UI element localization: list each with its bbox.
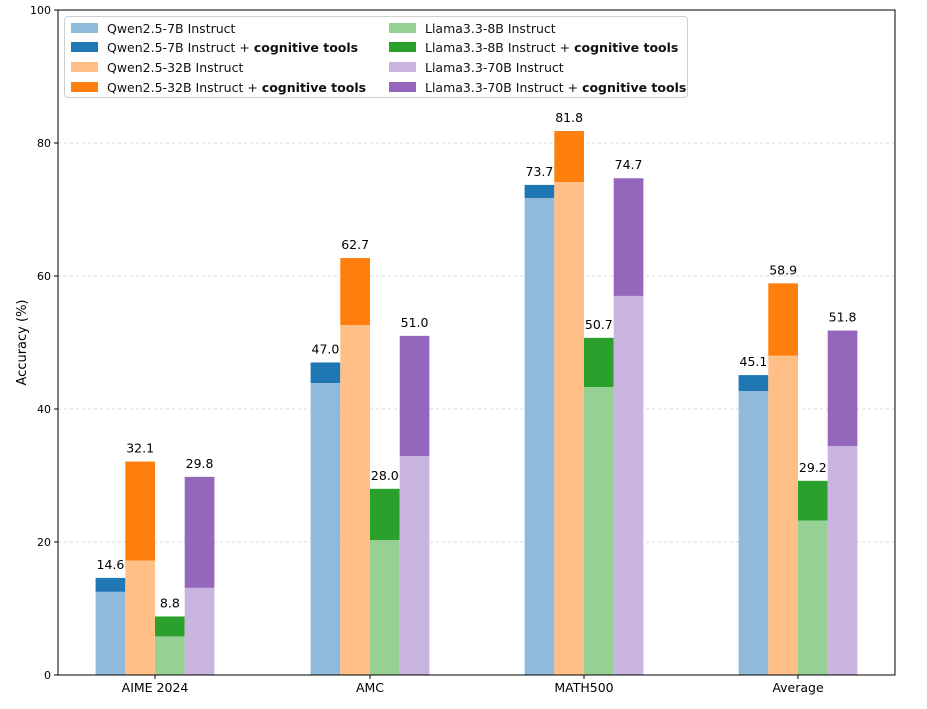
legend-label-bold: cognitive tools [261,79,367,95]
data-label: 58.9 [769,262,797,277]
legend-entry-qwen32b-base: Qwen2.5-32B Instruct [71,58,243,76]
data-label: 14.6 [97,557,125,572]
bar-base [95,591,126,675]
bar-base [340,325,370,675]
data-label: 8.8 [160,595,180,610]
legend-swatch [71,62,98,72]
bar-tools [798,480,828,521]
data-label: 62.7 [341,237,369,252]
bar-tools [184,476,215,588]
legend-label: Qwen2.5-32B Instruct [107,59,244,75]
legend-swatch [71,42,98,52]
data-label: 28.0 [371,468,399,483]
legend-label-bold: cognitive tools [253,39,359,55]
bar-base [125,560,155,675]
data-label: 51.8 [829,310,857,325]
y-tick-label: 80 [37,137,51,150]
x-tick-label: AMC [356,680,384,695]
bar-tools [125,461,155,561]
x-tick-label: MATH500 [554,680,613,695]
y-tick-label: 100 [30,4,51,17]
x-tick-label: Average [772,680,824,695]
bar-base [524,198,555,675]
data-label: 50.7 [585,317,613,332]
bar-base [155,636,185,675]
bar-tools [340,258,370,326]
y-axis-label: Accuracy (%) [15,300,30,386]
legend-label-bold: cognitive tools [582,79,687,95]
legend-entry-qwen7b-tools: Qwen2.5-7B Instruct + cognitive tools [71,38,358,56]
data-label: 74.7 [615,157,643,172]
data-label: 51.0 [401,315,429,330]
legend-entry-llama70b-tools: Llama3.3-70B Instruct + cognitive tools [389,78,686,96]
bar-base [738,391,769,675]
legend-entry-llama70b-base: Llama3.3-70B Instruct [389,58,564,76]
bar-base [554,182,584,676]
plot-frame [57,9,896,676]
legend-entry-qwen7b-base: Qwen2.5-7B Instruct [71,19,235,37]
legend-label: Llama3.3-8B Instruct [425,20,556,36]
bar-base [768,355,798,675]
bar-tools [155,616,185,637]
legend-label: Llama3.3-70B Instruct [425,59,564,75]
legend-label: Qwen2.5-32B Instruct + [107,79,262,95]
x-tick-label: AIME 2024 [122,680,189,695]
bar-base [399,456,430,675]
bar-base [613,295,644,675]
data-label: 73.7 [526,164,554,179]
bar-base [370,540,400,675]
legend-label: Qwen2.5-7B Instruct + [107,39,254,55]
y-tick-label: 40 [37,403,51,416]
data-label: 81.8 [555,110,583,125]
bar-tools [95,577,126,592]
bar-base [310,383,341,675]
bar-tools [554,131,584,183]
bar-base [584,387,614,675]
legend-swatch [71,82,98,92]
legend-swatch [389,42,416,52]
legend-swatch [71,23,98,33]
bar-tools [613,178,644,296]
data-label: 29.8 [186,456,214,471]
legend-entry-qwen32b-tools: Qwen2.5-32B Instruct + cognitive tools [71,78,366,96]
data-label: 29.2 [799,460,827,475]
legend-label-bold: cognitive tools [574,39,679,55]
bar-base [798,520,828,675]
bar-tools [399,335,430,457]
legend-swatch [389,62,416,72]
legend-entry-llama8b-tools: Llama3.3-8B Instruct + cognitive tools [389,38,678,56]
data-label: 45.1 [740,354,768,369]
bar-tools [827,330,858,447]
bar-tools [370,488,400,541]
bar-tools [738,375,769,392]
legend-swatch [389,23,416,33]
legend: Qwen2.5-7B Instruct Qwen2.5-7B Instruct … [64,16,688,98]
bar-base [827,446,858,675]
legend-label: Llama3.3-8B Instruct + [425,39,575,55]
y-tick-label: 60 [37,270,51,283]
data-label: 47.0 [312,341,340,356]
y-tick-label: 20 [37,536,51,549]
legend-label: Qwen2.5-7B Instruct [107,20,236,36]
legend-label: Llama3.3-70B Instruct + [425,79,583,95]
bar-tools [768,283,798,356]
data-label: 32.1 [126,441,154,456]
bar-base [184,587,215,675]
bar-tools [310,362,341,384]
y-tick-label: 0 [44,669,51,682]
bar-tools [584,337,614,388]
legend-swatch [389,82,416,92]
legend-entry-llama8b-base: Llama3.3-8B Instruct [389,19,556,37]
bar-tools [524,184,555,199]
